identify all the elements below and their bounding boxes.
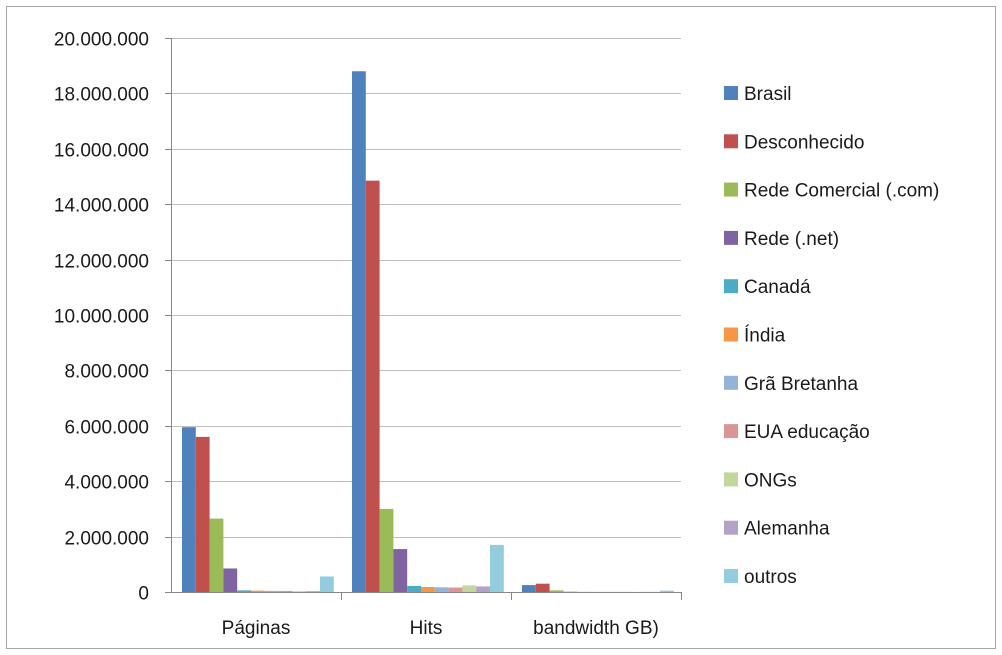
legend-label: Brasil	[744, 84, 792, 105]
bar	[278, 590, 293, 592]
legend-swatch	[724, 86, 738, 100]
y-tick-label: 2.000.000	[64, 529, 149, 550]
y-tick-label: 18.000.000	[54, 85, 149, 106]
legend-swatch	[724, 472, 738, 487]
x-tick-label: bandwidth GB)	[533, 618, 659, 639]
legend-label: Rede (.net)	[744, 229, 839, 250]
bar	[393, 549, 408, 592]
legend-label: Canadá	[744, 277, 811, 298]
bar	[306, 591, 320, 592]
bar	[264, 590, 279, 592]
legend-label: Alemanha	[744, 519, 830, 540]
bar	[320, 576, 334, 592]
x-tick-labels: Páginas Hits bandwidth GB)	[222, 592, 682, 639]
legend-swatch	[724, 520, 738, 535]
bar	[223, 568, 238, 592]
y-tick-label: 12.000.000	[54, 252, 149, 273]
bar	[251, 590, 265, 592]
legend-swatch	[724, 230, 738, 245]
legend-label: Índia	[744, 326, 786, 347]
y-tick-label: 20.000.000	[54, 30, 149, 51]
bar	[237, 590, 251, 592]
bar	[462, 585, 477, 592]
bar	[365, 180, 380, 592]
legend-label: EUA educação	[744, 422, 870, 443]
bar	[476, 586, 490, 592]
bars	[182, 71, 674, 593]
y-tick-label: 16.000.000	[54, 141, 149, 162]
gridlines	[171, 38, 681, 538]
bar	[421, 587, 435, 592]
y-tick-label: 4.000.000	[64, 473, 149, 494]
legend-label: Rede Comercial (.com)	[744, 181, 939, 202]
y-tick-label: 14.000.000	[54, 196, 149, 217]
legend-swatch	[724, 134, 738, 149]
legend-swatch	[724, 424, 738, 439]
y-tick-label: 10.000.000	[54, 307, 149, 328]
legend-swatch	[724, 279, 738, 294]
bar	[379, 508, 394, 592]
bar	[434, 587, 449, 592]
legend-label: outros	[744, 567, 797, 588]
bar	[352, 71, 366, 593]
y-tick-label: 6.000.000	[64, 418, 149, 439]
bar	[292, 591, 307, 592]
bar	[522, 585, 536, 592]
legend-label: Grã Bretanha	[744, 374, 858, 395]
legend-swatch	[724, 375, 738, 390]
legend-swatch	[724, 327, 738, 342]
legend-label: ONGs	[744, 470, 797, 491]
bar	[209, 518, 224, 592]
y-tick-labels: 0 2.000.000 4.000.000 6.000.000 8.000.000 10.…	[54, 30, 171, 605]
axes	[171, 38, 681, 593]
x-tick-label: Hits	[410, 618, 443, 639]
bar	[660, 590, 674, 592]
bar	[182, 427, 196, 592]
bar	[448, 587, 463, 592]
legend: Brasil Desconhecido Rede Comercial (.com) R…	[724, 84, 939, 588]
bar	[407, 585, 421, 592]
bar	[490, 544, 504, 592]
bar	[549, 590, 564, 592]
legend-swatch	[724, 182, 738, 197]
y-tick-label: 8.000.000	[64, 362, 149, 383]
legend-label: Desconhecido	[744, 132, 864, 153]
y-tick-label: 0	[138, 584, 149, 605]
x-tick-label: Páginas	[222, 618, 291, 639]
bar	[195, 436, 210, 592]
legend-swatch	[724, 569, 738, 583]
bar	[535, 583, 550, 592]
